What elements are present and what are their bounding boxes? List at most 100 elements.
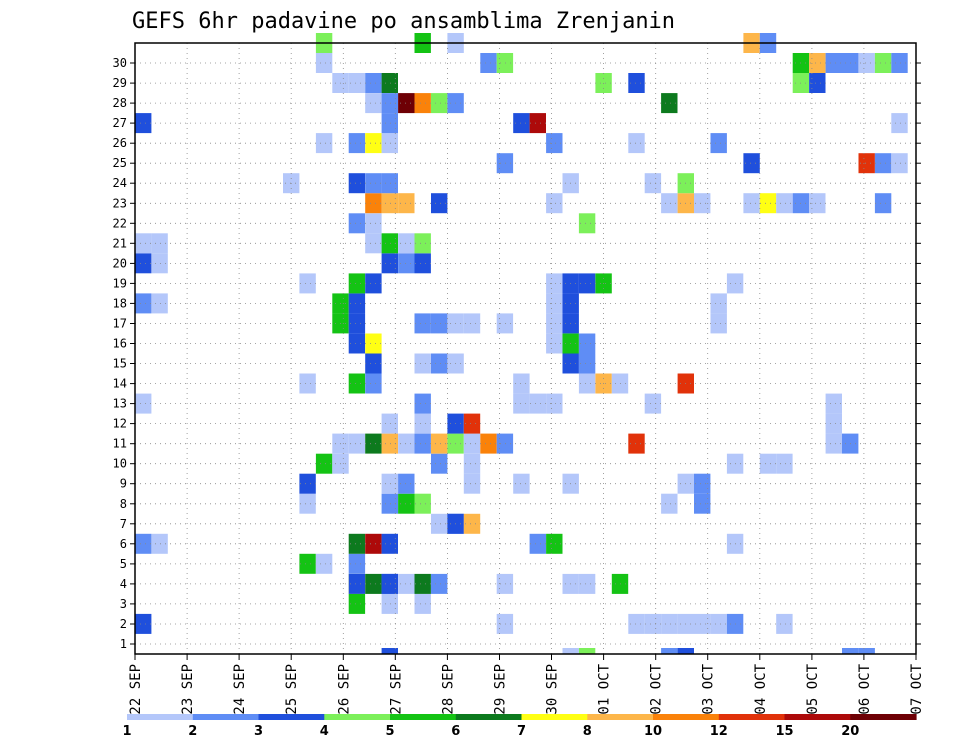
colorbar-label: 7 xyxy=(517,724,526,739)
precip-cell xyxy=(694,613,711,634)
plot-frame xyxy=(134,42,917,655)
x-tick-label: 06 OCT xyxy=(857,663,873,714)
precip-cell xyxy=(348,433,366,454)
y-tick-label: 21 xyxy=(113,236,127,250)
precip-cell xyxy=(348,273,366,294)
precip-cell xyxy=(299,493,316,514)
y-tick-label: 8 xyxy=(120,497,127,511)
colorbar-label: 5 xyxy=(385,724,394,739)
colorbar-swatch xyxy=(127,714,194,720)
precip-cell xyxy=(463,453,481,474)
colorbar-swatch xyxy=(192,714,260,720)
precip-cell xyxy=(776,453,793,474)
precip-cell xyxy=(874,153,892,174)
precip-cell xyxy=(348,573,366,594)
y-tick-label: 27 xyxy=(113,116,127,130)
precip-cell xyxy=(644,393,662,414)
precip-cell xyxy=(365,333,382,354)
precip-cell xyxy=(759,453,777,474)
y-tick-label: 3 xyxy=(120,597,127,611)
y-tick-label: 24 xyxy=(113,176,127,190)
colorbar-swatch xyxy=(258,714,325,720)
precip-cell xyxy=(381,533,398,554)
precip-cell xyxy=(414,493,431,514)
precip-cell xyxy=(891,53,908,73)
colorbar-label: 2 xyxy=(188,724,197,739)
precip-cell xyxy=(578,648,596,654)
precip-cell xyxy=(381,413,398,434)
precip-cell xyxy=(496,573,514,594)
y-tick-label: 12 xyxy=(113,417,127,431)
precip-cell xyxy=(381,648,398,654)
precip-cell xyxy=(431,513,448,534)
precip-cell xyxy=(414,413,431,434)
precip-cell xyxy=(546,293,563,314)
precip-cell xyxy=(496,153,514,174)
precip-cell xyxy=(661,613,678,634)
x-tick-label: 26 SEP xyxy=(336,664,352,715)
precip-cell xyxy=(529,113,546,134)
precip-cell xyxy=(365,233,382,254)
precip-cell xyxy=(776,613,793,634)
precip-cell xyxy=(348,593,366,614)
colorbar-label: 1 xyxy=(122,724,131,739)
precip-cell xyxy=(513,113,530,134)
precip-cell xyxy=(414,93,431,114)
precip-cell xyxy=(414,573,431,594)
x-tick-label: 02 OCT xyxy=(649,663,665,714)
precip-cell xyxy=(365,533,382,554)
precip-cell xyxy=(135,233,152,254)
precip-cell xyxy=(365,93,382,114)
precip-cell xyxy=(381,473,398,494)
precip-cell xyxy=(414,253,431,274)
precip-cell xyxy=(365,433,382,454)
precip-cell xyxy=(299,273,316,294)
precip-cell xyxy=(759,193,777,214)
precip-cell xyxy=(661,193,678,214)
precip-cell xyxy=(513,373,530,394)
precip-cell xyxy=(809,53,826,73)
precip-cell xyxy=(463,313,481,334)
precip-cell xyxy=(546,133,563,154)
precip-cell xyxy=(365,353,382,374)
precip-cell xyxy=(135,613,152,634)
precip-cell xyxy=(299,373,316,394)
precip-cell xyxy=(628,433,645,454)
precip-cell xyxy=(398,493,415,514)
precip-cell xyxy=(743,193,760,214)
y-tick-label: 30 xyxy=(113,56,127,70)
precip-cell xyxy=(414,433,431,454)
precip-cell xyxy=(299,473,316,494)
precip-cell xyxy=(414,313,431,334)
precip-cell xyxy=(546,333,563,354)
precip-cell xyxy=(348,73,366,93)
precip-cell xyxy=(694,473,711,494)
x-tick-label: 01 OCT xyxy=(597,663,613,714)
precip-cell xyxy=(414,593,431,614)
colorbar-label: 3 xyxy=(254,724,263,739)
precip-cell xyxy=(365,273,382,294)
y-tick-label: 28 xyxy=(113,96,127,110)
x-tick-label: 29 SEP xyxy=(493,664,509,715)
precip-cell xyxy=(315,553,333,574)
precip-cell xyxy=(874,53,892,73)
precip-cell xyxy=(348,133,366,154)
precip-cell xyxy=(151,253,168,274)
precip-cell xyxy=(710,313,727,334)
precip-cell xyxy=(348,373,366,394)
precip-cell xyxy=(743,153,760,174)
colorbar-swatch xyxy=(718,714,786,720)
y-axis: 1234567891011121314151617181920212223242… xyxy=(113,56,921,651)
y-tick-label: 2 xyxy=(120,617,127,631)
y-tick-label: 5 xyxy=(120,557,127,571)
precip-cell xyxy=(381,433,398,454)
precip-cell xyxy=(710,613,727,634)
colorbar-swatch xyxy=(521,714,588,720)
precip-cell xyxy=(381,93,398,114)
colorbar-label: 12 xyxy=(710,724,728,739)
y-tick-label: 6 xyxy=(120,537,127,551)
precip-cell xyxy=(381,233,398,254)
precip-cell xyxy=(381,73,398,93)
precip-cell xyxy=(315,453,333,474)
precip-cell xyxy=(365,573,382,594)
